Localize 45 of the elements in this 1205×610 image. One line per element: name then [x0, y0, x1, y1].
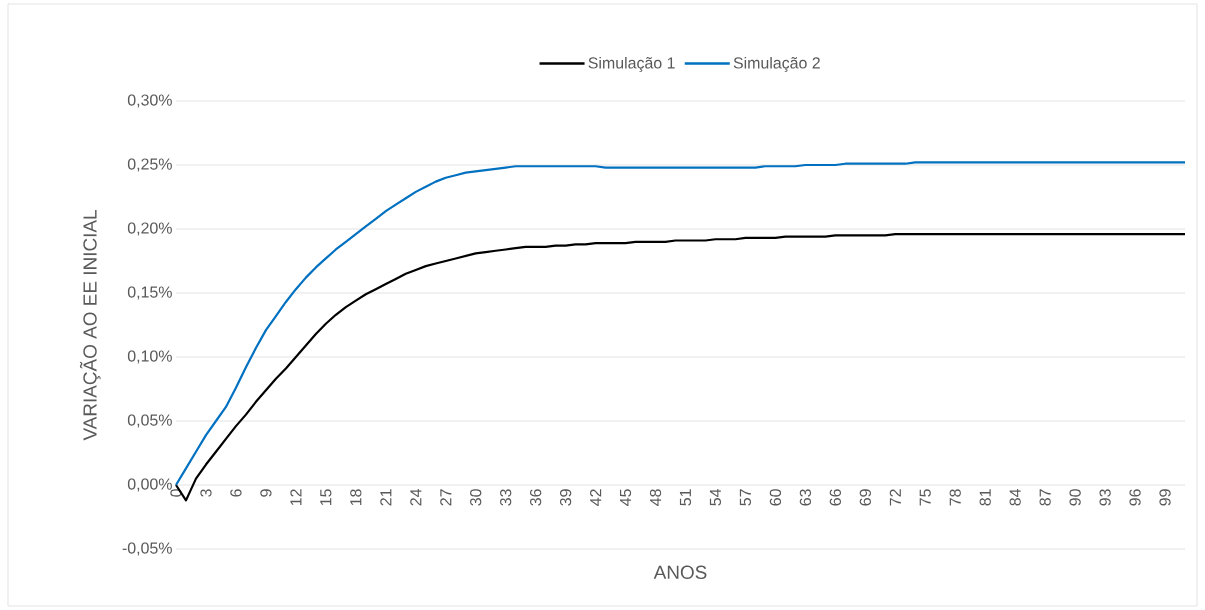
y-tick-label: -0,05%	[122, 542, 172, 556]
legend-label: Simulação 2	[733, 56, 820, 72]
y-tick-label: 0,30%	[127, 94, 172, 108]
x-tick-label: 96	[1129, 489, 1141, 506]
x-tick-label: 93	[1099, 489, 1111, 506]
x-tick-label: 9	[260, 489, 272, 497]
x-tick-label: 51	[679, 489, 692, 506]
legend-label: Simulação 1	[588, 56, 675, 72]
x-tick-label: 72	[889, 489, 901, 506]
x-tick-label: 87	[1039, 489, 1051, 506]
y-tick-label: 0,25%	[127, 158, 172, 172]
x-tick-label: 54	[709, 489, 722, 506]
x-tick-label: 3	[200, 489, 212, 497]
x-tick-label: 42	[590, 489, 602, 506]
x-tick-label: 48	[649, 489, 662, 506]
x-tick-label: 30	[470, 489, 482, 506]
x-tick-label: 45	[619, 489, 632, 506]
x-tick-label: 57	[739, 489, 751, 506]
x-tick-label: 66	[829, 489, 841, 506]
y-axis-title: VARIAÇÃO AO EE INICIAL	[79, 210, 101, 441]
x-tick-label: 12	[290, 489, 302, 506]
y-tick-label: 0,10%	[127, 350, 172, 364]
y-tick-label: 0,00%	[127, 478, 172, 492]
x-tick-label: 60	[769, 489, 782, 506]
x-tick-label: 6	[230, 489, 242, 497]
x-tick-label: 81	[979, 489, 991, 506]
x-tick-label: 24	[410, 489, 422, 506]
x-tick-label: 69	[859, 489, 871, 506]
x-tick-label: 15	[320, 489, 332, 506]
x-tick-label: 78	[949, 489, 961, 506]
x-tick-label: 75	[919, 489, 931, 506]
x-tick-label: 90	[1069, 489, 1081, 506]
x-tick-label: 36	[530, 489, 542, 506]
x-tick-label: 27	[440, 489, 452, 506]
x-tick-label: 33	[500, 489, 512, 506]
x-tick-label: 63	[799, 489, 812, 506]
x-tick-label: 18	[350, 489, 362, 506]
x-tick-label: 84	[1009, 489, 1021, 506]
y-tick-label: 0,05%	[127, 414, 172, 428]
x-axis-title: ANOS	[653, 565, 707, 579]
x-tick-label: 21	[380, 489, 392, 506]
x-tick-label: 39	[559, 489, 572, 506]
y-tick-label: 0,15%	[127, 286, 172, 300]
y-tick-label: 0,20%	[127, 222, 172, 236]
x-tick-label: 99	[1159, 489, 1171, 506]
